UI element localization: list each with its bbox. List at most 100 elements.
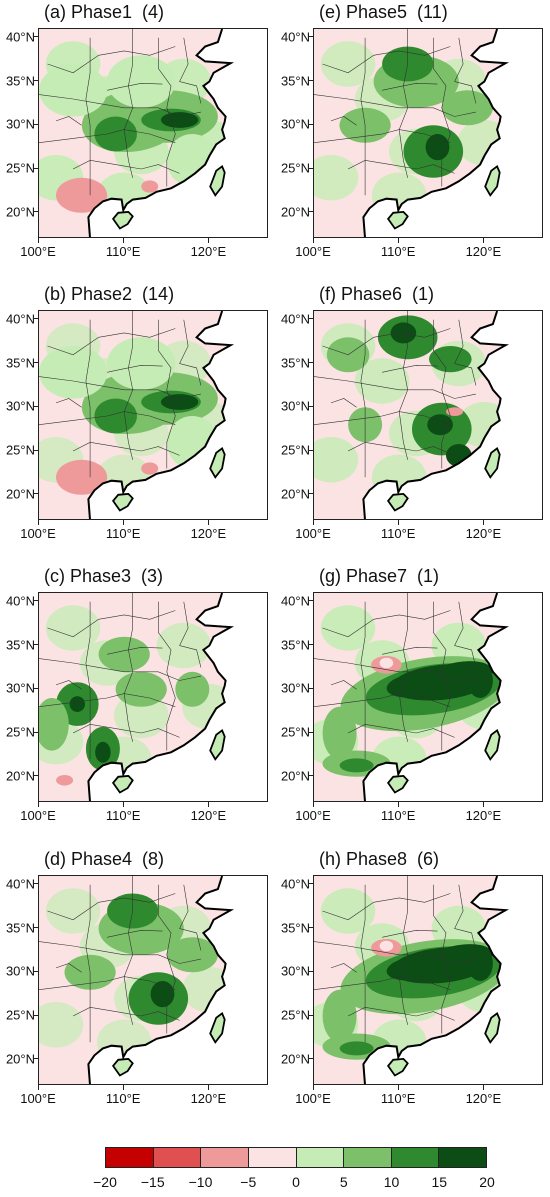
province-boundary xyxy=(454,884,477,951)
lat-tick xyxy=(33,362,38,363)
province-boundary xyxy=(55,116,82,126)
province-boundary xyxy=(360,884,366,1043)
colorbar-segment xyxy=(200,1148,248,1167)
island xyxy=(386,1057,409,1077)
province-boundary xyxy=(322,46,451,74)
island xyxy=(386,774,409,794)
province-boundary xyxy=(360,601,366,760)
anomaly-region xyxy=(107,337,176,390)
province-boundary xyxy=(107,646,163,655)
anomaly-region xyxy=(175,671,210,707)
lon-tick xyxy=(312,520,314,525)
anomaly-region xyxy=(141,462,159,475)
latitude-label: 30°N xyxy=(5,963,35,979)
province-boundary xyxy=(314,129,451,143)
map-panel: (g) Phase7 (1) 40°N 35°N 30°N 25°N 20°N 100°E 1… xyxy=(275,564,550,846)
longitude-label: 110°E xyxy=(380,808,416,823)
coastline xyxy=(362,593,510,801)
lat-tick xyxy=(308,970,313,972)
lon-tick xyxy=(312,802,314,807)
province-boundary xyxy=(322,893,451,921)
longitude-label: 110°E xyxy=(380,1091,416,1106)
province-boundary xyxy=(398,876,409,1025)
province-boundary xyxy=(398,29,409,178)
latitude-label: 20°N xyxy=(280,204,310,220)
anomaly-map xyxy=(313,28,543,238)
province-boundary xyxy=(47,46,176,74)
island xyxy=(209,728,226,761)
colorbar-segment xyxy=(438,1148,486,1167)
province-boundary xyxy=(314,976,451,990)
lat-tick xyxy=(33,167,38,169)
lon-tick xyxy=(482,1085,484,1090)
province-boundary xyxy=(158,319,176,469)
anomaly-region xyxy=(429,346,472,373)
latitude-label: 35°N xyxy=(280,920,310,935)
province-boundary xyxy=(39,376,201,399)
province-boundary xyxy=(347,723,455,738)
lat-tick xyxy=(33,318,38,320)
coastline xyxy=(87,876,235,1084)
anomaly-map xyxy=(38,28,268,238)
anomaly-region xyxy=(160,394,199,410)
latitude-label: 35°N xyxy=(280,355,310,370)
longitude-label: 120°E xyxy=(190,808,227,823)
anomaly-map xyxy=(38,310,268,520)
longitude-label: 100°E xyxy=(295,1091,331,1106)
province-boundary xyxy=(47,610,176,638)
longitude-label: 110°E xyxy=(380,526,416,541)
province-boundary xyxy=(314,941,476,964)
province-boundary xyxy=(398,593,409,742)
province-boundary xyxy=(322,328,451,356)
island xyxy=(386,492,409,512)
island xyxy=(111,492,134,512)
colorbar-segment xyxy=(247,1148,296,1167)
lat-tick xyxy=(33,493,38,495)
panel-title: (b) Phase2 (14) xyxy=(44,284,175,304)
lon-tick xyxy=(482,520,484,525)
map-panel: (f) Phase6 (1) 40°N 35°N 30°N 25°N 20°N 100°E 1… xyxy=(275,282,550,564)
lon-tick xyxy=(207,802,209,807)
province-boundary xyxy=(360,37,366,196)
coastline xyxy=(87,29,235,237)
lat-tick xyxy=(308,687,313,689)
latitude-label: 30°N xyxy=(280,963,310,979)
longitude-label: 110°E xyxy=(105,244,141,259)
map-panel: (h) Phase8 (6) 40°N 35°N 30°N 25°N 20°N 100°E 1… xyxy=(275,847,550,1129)
island xyxy=(484,728,501,761)
province-boundary xyxy=(330,116,357,126)
province-boundary xyxy=(382,364,438,373)
panel-title: (h) Phase8 (6) xyxy=(319,849,440,869)
latitude-label: 30°N xyxy=(280,116,310,132)
latitude-label: 20°N xyxy=(280,486,310,502)
anomaly-region xyxy=(95,741,111,763)
anomaly-region xyxy=(56,177,108,213)
latitude-label: 40°N xyxy=(5,876,35,892)
province-boundary xyxy=(39,941,201,964)
province-boundary xyxy=(347,159,455,174)
lon-tick xyxy=(207,1085,209,1090)
anomaly-region xyxy=(446,407,464,416)
province-boundary xyxy=(39,658,201,681)
province-boundary xyxy=(123,311,134,460)
lon-tick xyxy=(37,520,39,525)
province-boundary xyxy=(158,884,176,1034)
panel-title: (g) Phase7 (1) xyxy=(319,566,440,586)
island xyxy=(209,1011,226,1044)
island xyxy=(209,164,226,197)
province-boundary xyxy=(107,364,163,373)
longitude-label: 100°E xyxy=(20,244,56,259)
colorbar-segment xyxy=(295,1148,344,1167)
lon-tick xyxy=(312,1085,314,1090)
province-boundary xyxy=(107,82,163,91)
latitude-label: 35°N xyxy=(5,73,35,88)
anomaly-region xyxy=(467,663,493,698)
lat-tick xyxy=(308,927,313,928)
colorbar-tick-label: 10 xyxy=(383,1174,400,1190)
lon-tick xyxy=(37,802,39,807)
province-boundary xyxy=(322,610,451,638)
province-boundary xyxy=(85,319,91,478)
lat-tick xyxy=(33,600,38,602)
lat-tick xyxy=(33,123,38,125)
latitude-label: 35°N xyxy=(5,920,35,935)
